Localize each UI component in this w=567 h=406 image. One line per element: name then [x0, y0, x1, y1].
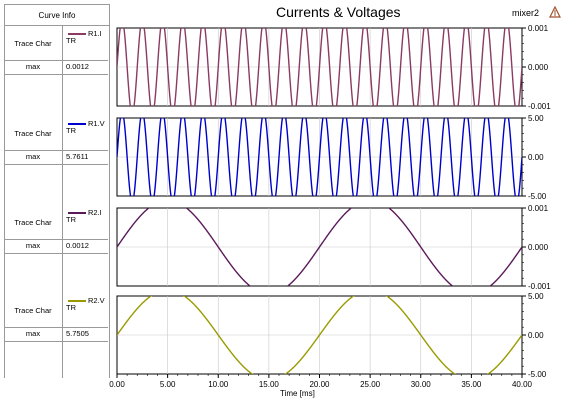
- x-tick-label: 35.00: [461, 380, 482, 389]
- row-divider: [4, 327, 108, 328]
- curve-info-body: [4, 25, 110, 378]
- series-line-R1.V: [117, 118, 522, 196]
- series-line-R2.V: [117, 296, 522, 374]
- legend-label: R1.I: [88, 29, 102, 38]
- y-tick-label: -0.001: [528, 102, 551, 111]
- file-label: mixer2: [512, 8, 540, 18]
- ansoft-logo-icon[interactable]: [549, 6, 561, 18]
- row-divider: [4, 164, 108, 165]
- row-divider: [4, 341, 108, 342]
- legend-label: R2.I: [88, 208, 102, 217]
- trace-char-label: Trace Char: [14, 218, 52, 227]
- y-tick-label: 0.001: [528, 24, 549, 33]
- y-tick-label: 0.00: [528, 153, 544, 162]
- x-tick-label: 0.00: [109, 380, 125, 389]
- series-line-R1.I: [117, 28, 522, 106]
- max-value: 0.0012: [66, 241, 89, 250]
- legend-label: R2.V: [88, 296, 105, 305]
- y-tick-label: -5.00: [528, 370, 547, 379]
- x-tick-label: 25.00: [360, 380, 381, 389]
- row-divider: [4, 74, 108, 75]
- x-tick-label: 15.00: [259, 380, 280, 389]
- y-tick-label: 0.000: [528, 63, 549, 72]
- legend-swatch: [68, 300, 86, 302]
- x-tick-label: 40.00: [512, 380, 533, 389]
- y-tick-label: 5.00: [528, 114, 544, 123]
- x-axis-label: Time [ms]: [280, 389, 315, 398]
- curve-info-divider: [4, 25, 108, 378]
- trace-type: TR: [66, 303, 76, 312]
- row-divider: [4, 253, 108, 254]
- y-tick-label: -5.00: [528, 192, 547, 201]
- y-tick-label: 0.001: [528, 204, 549, 213]
- trace-char-label: Trace Char: [14, 39, 52, 48]
- chart-title: Currents & Voltages: [276, 4, 401, 20]
- max-value: 0.0012: [66, 62, 89, 71]
- x-tick-label: 20.00: [309, 380, 330, 389]
- x-tick-label: 30.00: [411, 380, 432, 389]
- row-divider: [4, 150, 108, 151]
- legend-swatch: [68, 123, 86, 125]
- y-tick-label: 5.00: [528, 292, 544, 301]
- row-divider: [4, 60, 108, 61]
- max-label: max: [25, 329, 41, 338]
- curve-info-header: Curve Info: [4, 4, 110, 26]
- legend-label: R1.V: [88, 119, 105, 128]
- x-tick-label: 10.00: [208, 380, 229, 389]
- trace-char-label: Trace Char: [14, 306, 52, 315]
- trace-type: TR: [66, 36, 76, 45]
- trace-type: TR: [66, 126, 76, 135]
- column-separator: [62, 25, 63, 378]
- trace-char-label: Trace Char: [14, 129, 52, 138]
- max-value: 5.7505: [66, 329, 89, 338]
- y-tick-label: -0.001: [528, 282, 551, 291]
- legend-swatch: [68, 212, 86, 214]
- max-label: max: [25, 241, 41, 250]
- y-tick-label: 0.00: [528, 331, 544, 340]
- series-line-R2.I: [117, 208, 522, 286]
- trace-type: TR: [66, 215, 76, 224]
- max-label: max: [25, 152, 41, 161]
- curve-info-panel: Curve Info R1.I TR Trace Char max 0.0012…: [0, 0, 110, 378]
- row-divider: [4, 239, 108, 240]
- legend-swatch: [68, 33, 86, 35]
- x-tick-label: 5.00: [160, 380, 176, 389]
- max-value: 5.7611: [66, 152, 89, 161]
- max-label: max: [25, 62, 41, 71]
- y-tick-label: 0.000: [528, 243, 549, 252]
